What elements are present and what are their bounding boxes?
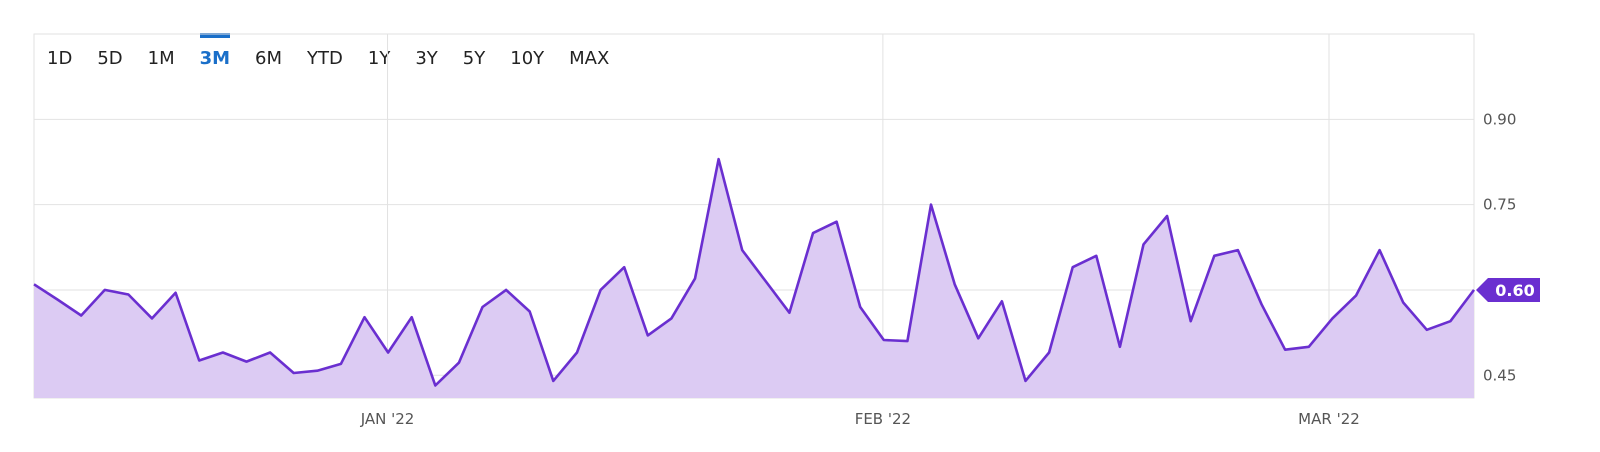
area-fill (34, 159, 1474, 398)
range-tab-3y[interactable]: 3Y (415, 48, 438, 69)
range-tab-ytd[interactable]: YTD (307, 48, 343, 69)
y-tick-label: 0.75 (1483, 196, 1516, 214)
y-tick-label: 0.90 (1483, 110, 1516, 128)
x-tick-label: JAN '22 (360, 410, 415, 428)
range-tab-1y[interactable]: 1Y (367, 48, 391, 69)
range-tab-10y[interactable]: 10Y (510, 48, 545, 69)
range-tab-3m[interactable]: 3M (199, 33, 231, 84)
last-value-badge: 0.60 (1476, 277, 1540, 302)
last-value-label: 0.60 (1495, 281, 1534, 300)
x-tick-label: FEB '22 (855, 410, 911, 428)
time-range-tabs: 1D 5D 1M 3M 6M YTD 1Y 3Y 5Y 10Y MAX (34, 33, 634, 84)
last-value-marker (1476, 277, 1540, 302)
range-tab-5d[interactable]: 5D (97, 48, 123, 69)
range-tab-6m[interactable]: 6M (255, 48, 283, 69)
range-tab-1d[interactable]: 1D (47, 48, 73, 69)
x-tick-label: MAR '22 (1298, 410, 1360, 428)
series-line (33, 157, 1476, 387)
range-tab-1m[interactable]: 1M (147, 48, 175, 69)
y-tick-label: 0.45 (1483, 366, 1516, 384)
range-tab-max[interactable]: MAX (569, 48, 610, 69)
range-tab-5y[interactable]: 5Y (462, 48, 486, 69)
